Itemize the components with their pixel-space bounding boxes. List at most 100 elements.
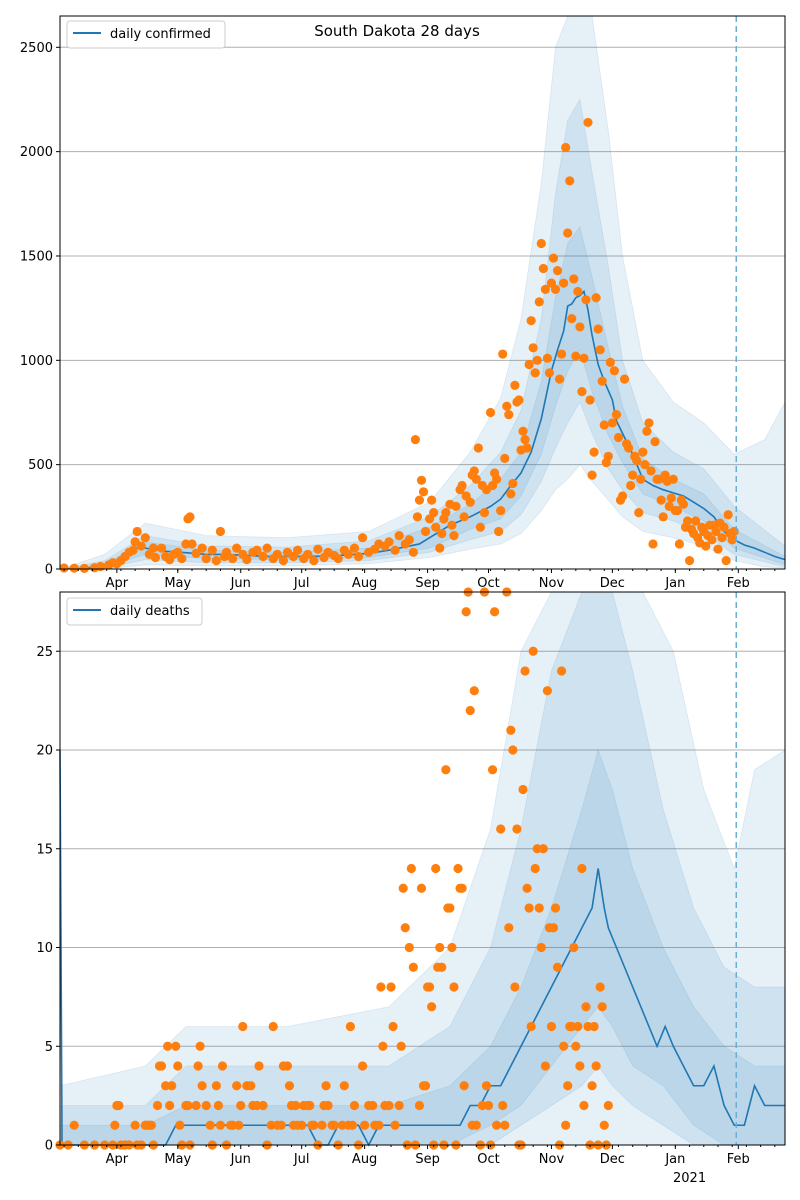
observed-point <box>514 395 524 405</box>
observed-point <box>559 278 569 288</box>
observed-point <box>276 1120 286 1130</box>
observed-point <box>400 923 410 933</box>
observed-point <box>557 666 567 676</box>
legend-box <box>66 20 226 49</box>
observed-point <box>408 547 418 557</box>
observed-point <box>152 1100 163 1111</box>
x-tick-label: Sep <box>415 576 440 591</box>
observed-point <box>492 474 502 484</box>
observed-point <box>571 1041 581 1051</box>
observed-point <box>173 1061 183 1071</box>
observed-point <box>569 942 579 953</box>
observed-point <box>634 508 644 518</box>
observed-point <box>437 962 447 972</box>
observed-point <box>347 1120 358 1130</box>
observed-point <box>542 686 552 696</box>
observed-point <box>191 1100 201 1111</box>
observed-point <box>550 284 561 294</box>
observed-point <box>404 942 414 953</box>
observed-point <box>613 432 624 443</box>
observed-point <box>557 349 567 359</box>
observed-point <box>707 535 717 545</box>
observed-point <box>496 824 506 834</box>
observed-point <box>201 553 211 564</box>
x-tick-label: Jun <box>230 576 251 591</box>
observed-point <box>246 1081 256 1091</box>
legend-label: daily deaths <box>110 604 190 619</box>
observed-point <box>648 539 658 549</box>
y-tick-label: 500 <box>28 458 53 473</box>
observed-point <box>644 418 654 428</box>
observed-point <box>550 903 561 913</box>
observed-point <box>479 508 490 518</box>
observed-point <box>672 505 682 516</box>
observed-point <box>524 903 534 913</box>
observed-point <box>567 313 577 324</box>
observed-point <box>498 349 508 359</box>
observed-point <box>414 495 425 505</box>
observed-point <box>221 547 232 557</box>
observed-point <box>591 1061 601 1071</box>
observed-point <box>453 863 463 874</box>
observed-point <box>605 357 615 368</box>
observed-point <box>303 549 313 559</box>
observed-point <box>339 1081 349 1091</box>
observed-point <box>589 447 599 457</box>
observed-point <box>457 883 467 893</box>
observed-point <box>544 368 555 378</box>
observed-point <box>128 545 138 555</box>
observed-point <box>333 553 343 564</box>
observed-point <box>110 1120 120 1130</box>
observed-point <box>368 1100 378 1111</box>
observed-point <box>297 1120 307 1130</box>
observed-point <box>530 368 540 378</box>
observed-point <box>343 549 353 559</box>
observed-point <box>561 1120 571 1130</box>
observed-point <box>542 353 552 363</box>
observed-point <box>658 512 668 522</box>
observed-point <box>191 548 201 558</box>
observed-point <box>213 1100 224 1111</box>
observed-point <box>420 1081 431 1091</box>
observed-point <box>404 535 414 545</box>
observed-point <box>416 883 427 893</box>
observed-point <box>575 322 585 332</box>
observed-point <box>183 1100 193 1111</box>
plot-frame <box>59 15 786 570</box>
observed-point <box>548 923 559 933</box>
observed-point <box>420 526 431 537</box>
observed-point <box>585 395 595 405</box>
observed-point <box>546 1021 557 1032</box>
observed-point <box>534 903 544 913</box>
observed-point <box>727 535 737 545</box>
observed-point <box>548 253 559 263</box>
observed-point <box>599 420 609 430</box>
observed-point <box>215 1120 226 1130</box>
observed-point <box>656 495 666 505</box>
observed-point <box>563 228 573 238</box>
y-tick-label: 20 <box>36 744 53 759</box>
x-tick-label: Jul <box>293 1152 310 1167</box>
observed-point <box>575 1061 585 1071</box>
observed-point <box>552 962 563 972</box>
confirmed-panel: 0 500 1000 1500 2000 2500 Apr May Jun Jul Aug Sep O… <box>20 15 786 591</box>
observed-point <box>252 545 262 555</box>
observed-point <box>398 883 408 893</box>
y-tick-label: 1500 <box>20 249 53 264</box>
observed-point <box>349 1100 360 1111</box>
observed-point <box>719 522 729 532</box>
gridlines <box>60 650 785 1047</box>
observed-point <box>504 923 514 933</box>
observed-point <box>638 447 648 457</box>
observed-point <box>451 501 461 511</box>
observed-point <box>632 455 642 466</box>
x-tick-label: Feb <box>727 576 750 591</box>
observed-point <box>132 526 142 537</box>
observed-point <box>429 508 439 518</box>
observed-point <box>642 426 652 436</box>
observed-point <box>449 982 459 992</box>
observed-point <box>437 528 447 539</box>
x-axis-ticks: Apr May Jun Jul Aug Sep Oct Nov Dec Jan Feb <box>63 1145 776 1167</box>
legend: daily deaths <box>66 597 203 626</box>
